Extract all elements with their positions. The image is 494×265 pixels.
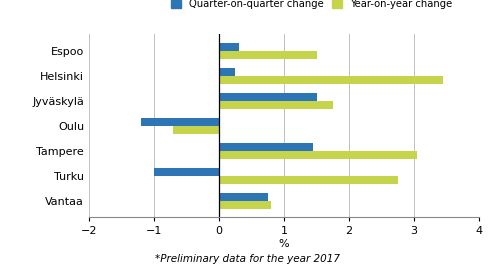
Bar (219, 93, 317, 101)
Bar (219, 43, 239, 51)
Bar (219, 101, 333, 109)
Bar (219, 68, 235, 76)
Bar (219, 151, 417, 159)
Bar (173, 126, 219, 134)
Legend: Quarter-on-quarter change, Year-on-year change: Quarter-on-quarter change, Year-on-year … (171, 0, 452, 9)
Bar (219, 176, 398, 184)
Bar (141, 118, 219, 126)
Bar (219, 76, 444, 84)
Bar (219, 193, 268, 201)
Bar (219, 201, 271, 209)
Text: *Preliminary data for the year 2017: *Preliminary data for the year 2017 (155, 254, 339, 264)
Bar (219, 143, 313, 151)
Bar (219, 51, 317, 59)
X-axis label: %: % (279, 239, 289, 249)
Bar (154, 168, 219, 176)
